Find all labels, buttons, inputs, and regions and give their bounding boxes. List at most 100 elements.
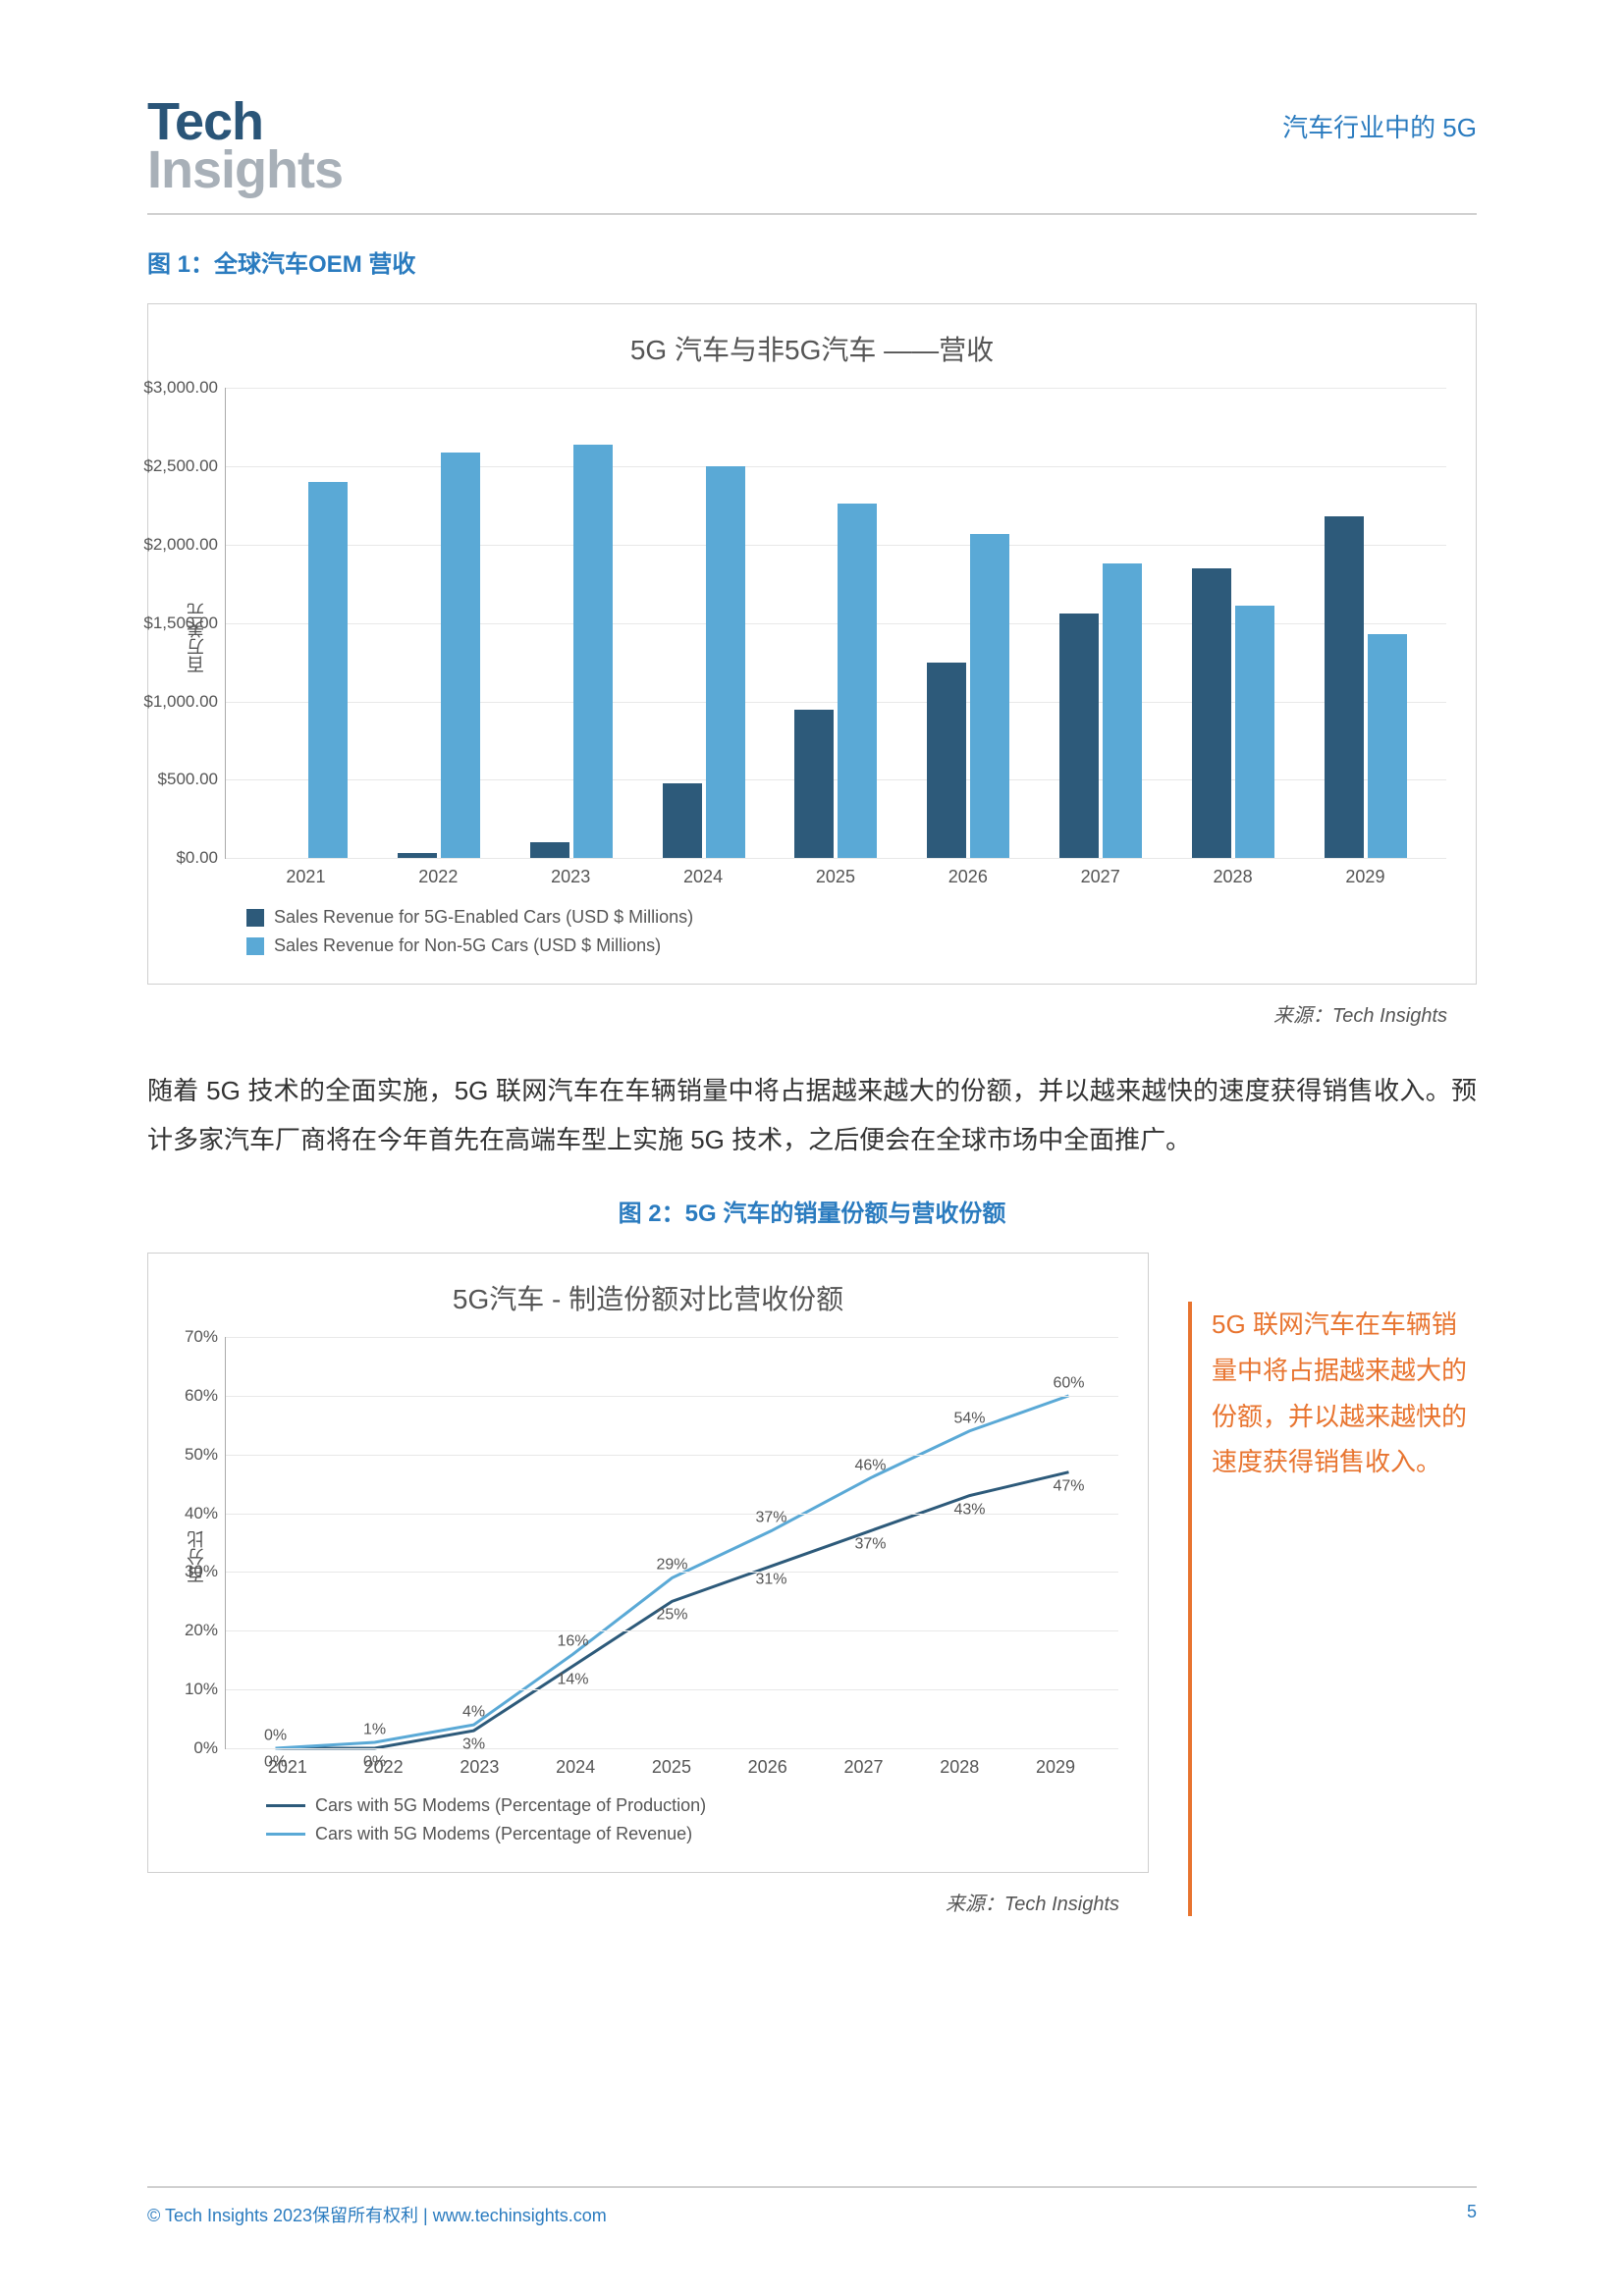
legend-swatch <box>246 937 264 955</box>
legend-label: Cars with 5G Modems (Percentage of Reven… <box>315 1824 692 1844</box>
bar-legend: Sales Revenue for 5G-Enabled Cars (USD $… <box>246 907 1446 956</box>
legend-item: Sales Revenue for Non-5G Cars (USD $ Mil… <box>246 935 1446 956</box>
ytick-label: 50% <box>185 1445 226 1465</box>
xtick-label: 2026 <box>724 1757 812 1778</box>
bar-group <box>791 504 880 858</box>
bar <box>663 783 702 859</box>
bar <box>970 534 1009 859</box>
source-value: Tech Insights <box>1004 1894 1119 1915</box>
ytick-label: 0% <box>193 1738 226 1758</box>
bar <box>573 445 613 859</box>
data-label: 60% <box>1053 1374 1084 1392</box>
data-label: 3% <box>462 1735 485 1753</box>
legend-line-swatch <box>266 1804 305 1807</box>
xtick-label: 2025 <box>791 867 880 887</box>
bar <box>1103 563 1142 858</box>
figure2-chart: 5G汽车 - 制造份额对比营收份额 百分比 0%10%20%30%40%50%6… <box>147 1253 1149 1873</box>
legend-item: Cars with 5G Modems (Percentage of Produ… <box>266 1795 1118 1816</box>
data-label: 46% <box>854 1457 886 1474</box>
bar-group <box>262 482 351 858</box>
data-label: 37% <box>755 1510 786 1527</box>
gridline <box>226 1689 1118 1690</box>
footer-copyright: © Tech Insights 2023保留所有权利 | www.techins… <box>147 2202 607 2227</box>
xtick-label: 2024 <box>531 1757 620 1778</box>
line-legend: Cars with 5G Modems (Percentage of Produ… <box>266 1795 1118 1844</box>
xtick-label: 2026 <box>924 867 1012 887</box>
xtick-label: 2023 <box>526 867 615 887</box>
bar <box>1368 634 1407 858</box>
legend-line-swatch <box>266 1833 305 1836</box>
source-value: Tech Insights <box>1332 1005 1447 1027</box>
ytick-label: 60% <box>185 1386 226 1406</box>
bar <box>308 482 348 858</box>
figure2-chart-title: 5G汽车 - 制造份额对比营收份额 <box>178 1278 1118 1317</box>
legend-item: Cars with 5G Modems (Percentage of Reven… <box>266 1824 1118 1844</box>
data-label: 4% <box>462 1703 485 1721</box>
figure2-source: 来源：Tech Insights <box>147 1888 1119 1916</box>
ytick-label: 30% <box>185 1562 226 1581</box>
figure1-caption: 图 1：全球汽车OEM 营收 <box>147 244 1477 279</box>
gridline <box>226 1396 1118 1397</box>
ytick-label: $3,000.00 <box>143 378 226 398</box>
figure1-chart-title: 5G 汽车与非5G汽车 ——营收 <box>178 329 1446 368</box>
bar-group <box>527 445 616 859</box>
footer: © Tech Insights 2023保留所有权利 | www.techins… <box>147 2186 1477 2227</box>
xtick-label: 2027 <box>819 1757 907 1778</box>
page-number: 5 <box>1467 2202 1477 2227</box>
data-label: 16% <box>557 1633 588 1651</box>
bar <box>1325 516 1364 858</box>
logo-line1: Tech <box>147 98 343 146</box>
gridline <box>226 1748 1118 1749</box>
gridline <box>226 1455 1118 1456</box>
bar <box>927 663 966 859</box>
data-label: 0% <box>264 1753 287 1771</box>
ytick-label: $1,000.00 <box>143 692 226 712</box>
ytick-label: $2,000.00 <box>143 535 226 555</box>
bar-group <box>395 453 483 859</box>
legend-swatch <box>246 909 264 927</box>
gridline <box>226 858 1446 859</box>
xtick-label: 2024 <box>659 867 747 887</box>
data-label: 31% <box>755 1572 786 1589</box>
xtick-label: 2029 <box>1321 867 1409 887</box>
bar-group <box>1189 568 1277 858</box>
xtick-label: 2021 <box>261 867 350 887</box>
figure2-caption: 图 2：5G 汽车的销量份额与营收份额 <box>147 1194 1477 1228</box>
data-label: 0% <box>264 1727 287 1744</box>
bar-group <box>1056 563 1145 858</box>
body-paragraph: 随着 5G 技术的全面实施，5G 联网汽车在车辆销量中将占据越来越大的份额，并以… <box>147 1067 1477 1164</box>
data-label: 14% <box>557 1672 588 1689</box>
legend-label: Cars with 5G Modems (Percentage of Produ… <box>315 1795 706 1816</box>
bar <box>530 842 569 858</box>
data-label: 47% <box>1053 1477 1084 1495</box>
line-xlabels: 202120222023202420252026202720282029 <box>225 1749 1118 1778</box>
data-label: 1% <box>363 1721 386 1738</box>
line-plot: 0%10%20%30%40%50%60%70%0%0%3%14%25%31%37… <box>225 1337 1118 1749</box>
ytick-label: $1,500.00 <box>143 614 226 633</box>
xtick-label: 2028 <box>915 1757 1003 1778</box>
legend-item: Sales Revenue for 5G-Enabled Cars (USD $… <box>246 907 1446 928</box>
source-label: 来源： <box>1273 1005 1332 1027</box>
data-label: 0% <box>363 1753 386 1771</box>
data-label: 43% <box>953 1501 985 1519</box>
bar <box>706 466 745 858</box>
bar <box>398 853 437 858</box>
ytick-label: 20% <box>185 1621 226 1640</box>
bar <box>441 453 480 859</box>
callout: 5G 联网汽车在车辆销量中将占据越来越大的份额，并以越来越快的速度获得销售收入。 <box>1188 1302 1477 1916</box>
source-label: 来源： <box>946 1894 1004 1915</box>
bar-plot: $0.00$500.00$1,000.00$1,500.00$2,000.00$… <box>225 388 1446 859</box>
header-title: 汽车行业中的 5G <box>1282 98 1477 144</box>
xtick-label: 2028 <box>1189 867 1277 887</box>
ytick-label: 40% <box>185 1504 226 1523</box>
ytick-label: 10% <box>185 1680 226 1699</box>
gridline <box>226 1630 1118 1631</box>
data-label: 37% <box>854 1536 886 1554</box>
bars-row <box>226 388 1446 858</box>
ytick-label: $0.00 <box>176 848 226 868</box>
logo-line2: Insights <box>147 146 343 194</box>
xtick-label: 2029 <box>1011 1757 1100 1778</box>
ytick-label: $500.00 <box>158 770 226 789</box>
xtick-label: 2021 <box>244 1757 332 1778</box>
xtick-label: 2025 <box>627 1757 716 1778</box>
